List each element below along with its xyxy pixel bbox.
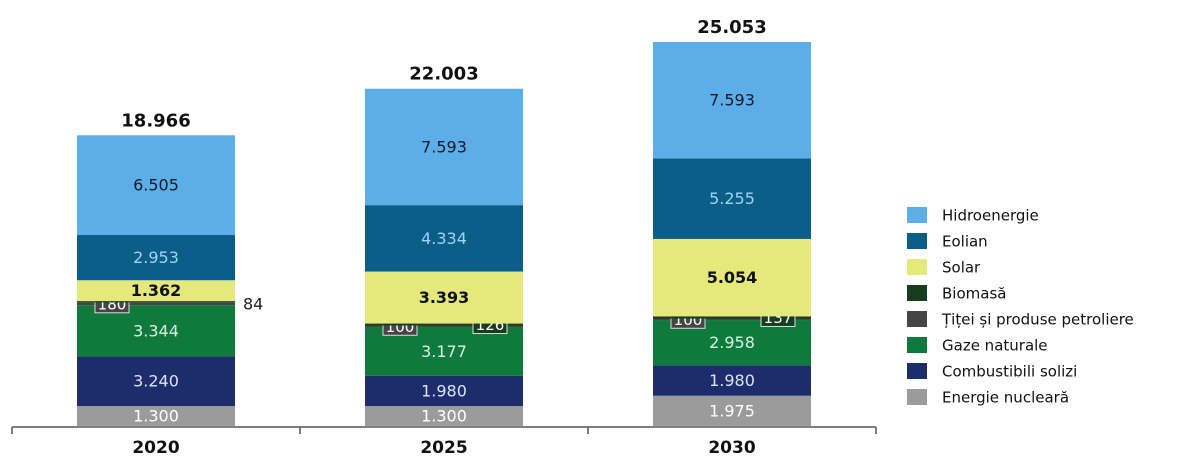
bar-segment [653, 318, 811, 321]
value-label: 1.300 [133, 407, 179, 426]
bar-segment [77, 234, 235, 281]
legend-swatch [907, 259, 927, 275]
value-label: 3.240 [133, 372, 179, 391]
value-label: 5.255 [709, 189, 755, 208]
value-label: 4.334 [421, 229, 467, 248]
value-label: 3.344 [133, 321, 179, 340]
legend-label: Gaze naturale [942, 337, 1048, 355]
value-label: 7.593 [709, 91, 755, 110]
bar-segment [365, 325, 523, 328]
value-label: 1.980 [709, 371, 755, 390]
value-label: 7.593 [421, 137, 467, 156]
bar-segment [365, 323, 523, 326]
value-label: 6.505 [133, 176, 179, 195]
bar-segment [365, 205, 523, 272]
value-label: 1.300 [421, 407, 467, 426]
bar-segment [365, 88, 523, 206]
total-label: 22.003 [409, 64, 478, 85]
bar-segment [77, 356, 235, 407]
legend-swatch [907, 207, 927, 223]
value-label: 1.975 [709, 401, 755, 420]
value-label: 1.980 [421, 381, 467, 400]
legend-label: Solar [942, 259, 981, 277]
bar-segment [77, 135, 235, 235]
bar-segment [365, 406, 523, 426]
bar-segment [653, 365, 811, 396]
value-label: 2.958 [709, 333, 755, 352]
bar-segment [653, 316, 811, 319]
legend-label: Biomasă [942, 285, 1006, 303]
bar-segment [77, 302, 235, 306]
bar-segment [653, 238, 811, 317]
legend-label: Eolian [942, 233, 988, 251]
x-tick-label: 2030 [708, 438, 755, 458]
total-label: 18.966 [121, 110, 190, 131]
bar-segment [77, 305, 235, 357]
legend-label: Hidroenergie [942, 207, 1039, 225]
bar-segment [365, 375, 523, 407]
legend-swatch [907, 233, 927, 249]
bar-segment [365, 271, 523, 324]
legend-label: Țiței și produse petroliere [941, 311, 1134, 329]
legend-swatch [907, 311, 927, 327]
bar-segment [653, 42, 811, 159]
legend-swatch [907, 389, 927, 405]
bar-segment [77, 406, 235, 426]
value-label: 5.054 [707, 268, 758, 287]
value-label: 1.362 [131, 281, 182, 300]
value-label: 3.393 [419, 288, 470, 307]
legend-swatch [907, 363, 927, 379]
x-tick-label: 2025 [420, 438, 467, 458]
bar-segment [653, 395, 811, 426]
legend-swatch [907, 337, 927, 353]
value-label: 84 [243, 294, 263, 313]
legend-label: Combustibili solizi [942, 363, 1077, 381]
legend-swatch [907, 285, 927, 301]
legend-label: Energie nucleară [942, 389, 1069, 407]
value-label: 2.953 [133, 248, 179, 267]
x-tick-label: 2020 [132, 438, 179, 458]
value-label: 3.177 [421, 342, 467, 361]
bar-segment [77, 301, 235, 303]
bar-segment [653, 158, 811, 239]
total-label: 25.053 [697, 17, 766, 38]
bar-segment [77, 280, 235, 302]
